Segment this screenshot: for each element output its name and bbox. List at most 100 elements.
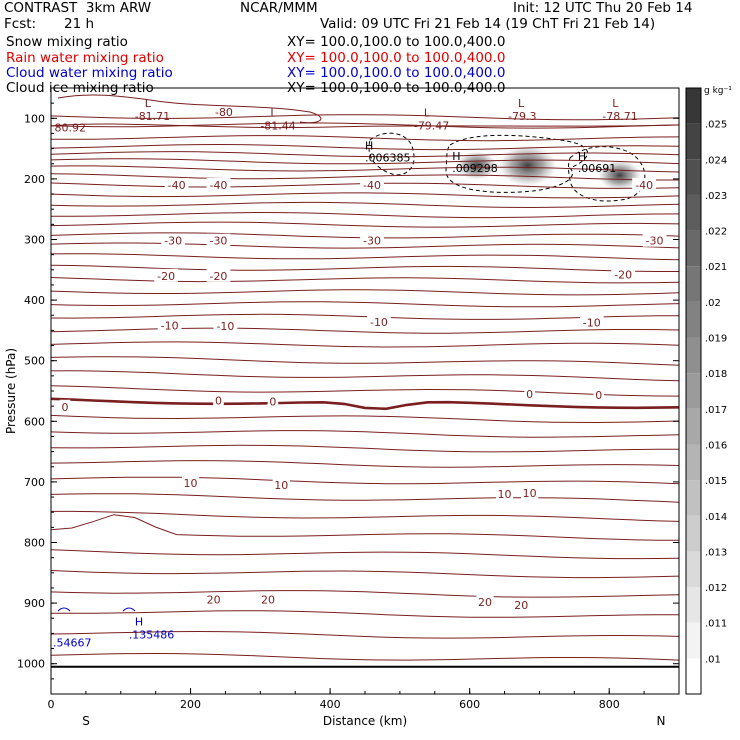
colorbar-label-10: .02 <box>705 298 721 309</box>
isotherm-label-bg-11 <box>157 318 182 332</box>
colorbar-label-12: .022 <box>705 227 727 238</box>
isotherm-label-bg-21 <box>272 477 290 491</box>
x-tick-label-4: 800 <box>599 698 620 711</box>
isotherm-label-bg-18 <box>524 387 535 401</box>
isotherm-label-bg-13 <box>367 314 391 328</box>
colorbar-swatch-4 <box>686 515 701 552</box>
y-tick-label-4: 500 <box>24 355 45 368</box>
isotherm-label-bg-6 <box>360 233 384 247</box>
colorbar-label-13: .023 <box>705 191 727 202</box>
colorbar-swatch-14 <box>686 159 701 195</box>
isotherm-label-27: 20 <box>514 599 528 612</box>
isotherm-label-bg-8 <box>154 268 179 282</box>
isotherm-label-bg-9 <box>206 268 231 282</box>
isotherm-label-18: 0 <box>526 388 533 401</box>
isotherm-label-bg-1 <box>206 177 231 191</box>
high-symbol-2: H <box>578 150 586 163</box>
x-tick-label-1: 200 <box>180 698 201 711</box>
colorbar-label-4: .014 <box>705 512 727 523</box>
colorbar-swatch-6 <box>686 444 701 481</box>
colorbar-label-3: .013 <box>705 547 727 558</box>
low-symbol-3: L <box>518 97 525 110</box>
low-value-1: -81.44 <box>260 119 295 132</box>
isotherm-label-10: -20 <box>614 269 632 282</box>
field-xy-snow: XY= 100.0,100.0 to 100.0,400.0 <box>287 34 506 50</box>
cloud-water-arc-0 <box>57 607 71 612</box>
cloud-ice-outline-0 <box>368 132 415 176</box>
colorbar-label-15: .025 <box>705 120 727 131</box>
isotherm-label-bg-17 <box>267 394 279 408</box>
snow-shading-1 <box>498 145 557 186</box>
isotherm-7 <box>51 173 679 181</box>
isotherm-37 <box>51 590 679 598</box>
isotherm-label-bg-19 <box>593 388 605 402</box>
field-name-rain: Rain water mixing ratio <box>6 50 164 66</box>
south-endpoint: S <box>82 714 90 728</box>
isotherm-11 <box>51 211 679 219</box>
isotherm-label-bg-7 <box>642 233 667 247</box>
field-name-snow: Snow mixing ratio <box>6 34 128 50</box>
colorbar-label-8: .018 <box>705 369 727 380</box>
isotherm-label-bg-26 <box>476 594 494 608</box>
valid-time: Valid: 09 UTC Fri 21 Feb 14 (19 ChT Fri … <box>320 16 656 32</box>
colorbar-label-11: .021 <box>705 262 727 273</box>
field-name-cloud-water: Cloud water mixing ratio <box>6 65 173 81</box>
model-title: CONTRAST 3km ARW <box>4 0 152 16</box>
isotherm-3 <box>51 143 679 151</box>
y-tick-label-6: 700 <box>24 476 45 489</box>
isotherm-label-bg-10 <box>611 267 636 281</box>
isotherm-label-bg-4 <box>161 233 186 247</box>
cloud-water-symbol-0: H <box>135 616 143 629</box>
y-tick-label-8: 900 <box>24 597 45 610</box>
colorbar-label-0: .01 <box>705 654 721 665</box>
isotherm-label-17: 0 <box>269 395 276 408</box>
isotherm-label-bg-24 <box>204 592 223 606</box>
high-symbol-0: H <box>365 140 373 153</box>
isotherm-25 <box>51 385 679 397</box>
colorbar-label-1: .011 <box>705 619 727 630</box>
isotherm-top-wiggle <box>57 94 322 124</box>
isotherm-9 <box>51 192 679 199</box>
isotherm-34 <box>51 514 679 541</box>
isotherm-17 <box>51 277 679 284</box>
isotherm-21 <box>51 327 679 334</box>
isotherm-5 <box>51 158 679 165</box>
isotherm-35 <box>51 549 679 560</box>
isotherm-1 <box>51 122 679 129</box>
isotherm-label-12: -10 <box>216 320 234 333</box>
isotherm-label-1: -40 <box>209 179 227 192</box>
isotherm-label-20: 10 <box>184 477 198 490</box>
x-tick-label-0: 0 <box>48 698 55 711</box>
isotherm-22 <box>51 341 679 348</box>
isotherm-26 <box>51 397 679 411</box>
isotherm-label-14: -10 <box>583 317 601 330</box>
isotherm-32 <box>51 493 679 503</box>
isotherm-0 <box>51 114 679 121</box>
center-title: NCAR/MMM <box>240 0 318 16</box>
y-tick-label-3: 400 <box>24 294 45 307</box>
top-contour-label-1: 80.92 <box>54 121 86 134</box>
isotherm-6 <box>51 165 679 173</box>
isotherm-30 <box>51 460 679 468</box>
isotherm-10 <box>51 201 679 209</box>
isotherm-label-bg-15 <box>59 399 71 413</box>
forecast-hour: 21 h <box>64 16 95 32</box>
colorbar-swatch-5 <box>686 480 701 516</box>
y-tick-label-7: 800 <box>24 537 45 550</box>
isotherm-16 <box>51 264 679 272</box>
colorbar-label-9: .019 <box>705 334 727 345</box>
isotherm-label-26: 20 <box>478 596 492 609</box>
cloud-water-value-0: .135486 <box>129 629 175 642</box>
isotherm-label-7: -30 <box>646 235 664 248</box>
cloud-ice-outline-2 <box>568 146 646 202</box>
x-tick-label-2: 400 <box>320 698 341 711</box>
isotherm-label-bg-16 <box>213 393 224 407</box>
cloud-ice-outline-1 <box>445 134 588 193</box>
isotherm-label-24: 20 <box>207 593 221 606</box>
isotherm-2 <box>51 135 679 142</box>
colorbar-label-2: .012 <box>705 583 727 594</box>
y-tick-label-2: 300 <box>24 234 45 247</box>
isotherm-label-6: -30 <box>363 235 381 248</box>
field-xy-cloud-water: XY= 100.0,100.0 to 100.0,400.0 <box>287 65 506 81</box>
low-value-3: -79.3 <box>508 110 536 123</box>
